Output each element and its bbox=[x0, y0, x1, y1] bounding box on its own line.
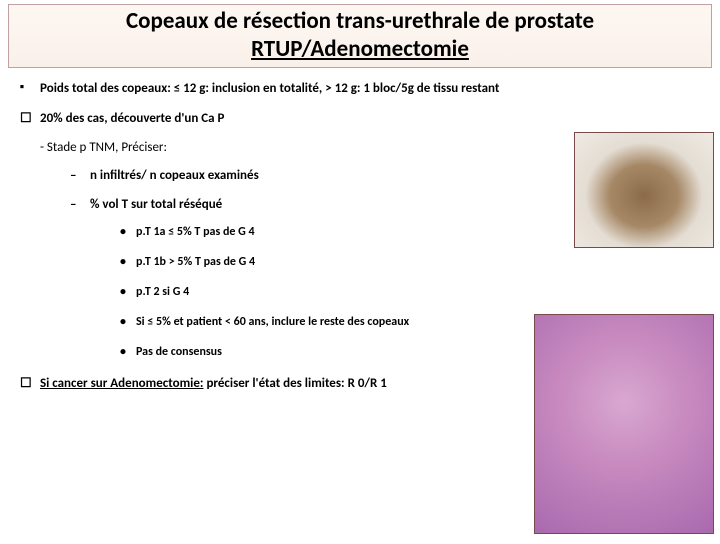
item-pt1a: p.T 1a ≤ 5% T pas de G 4 bbox=[120, 224, 552, 240]
bullet-adenomectomie-label: Si cancer sur Adenomectomie: bbox=[40, 376, 204, 391]
histology-image bbox=[534, 314, 714, 534]
bullet-weight: Poids total des copeaux: ≤ 12 g: inclusi… bbox=[18, 80, 552, 98]
bullet-adenomectomie: Si cancer sur Adenomectomie: préciser l'… bbox=[18, 375, 552, 393]
bullet-adenomectomie-rest: préciser l'état des limites: R 0/R 1 bbox=[204, 376, 387, 391]
sub-volume: % vol T sur total réséqué p.T 1a ≤ 5% T … bbox=[70, 196, 552, 360]
slide-title-box: Copeaux de résection trans-urethrale de … bbox=[8, 4, 712, 68]
bullet-list-level2: n infiltrés/ n copeaux examinés % vol T … bbox=[40, 167, 552, 361]
bullet-incidence: 20% des cas, découverte d'un Ca P bbox=[18, 110, 552, 128]
sub-infiltres: n infiltrés/ n copeaux examinés bbox=[70, 167, 552, 185]
slide-title-line2: RTUP/Adenomectomie bbox=[17, 35, 703, 63]
bullet-list-level3: p.T 1a ≤ 5% T pas de G 4 p.T 1b > 5% T p… bbox=[90, 224, 552, 361]
sub-volume-text: % vol T sur total réséqué bbox=[90, 197, 222, 212]
slide-title-line1: Copeaux de résection trans-urethrale de … bbox=[17, 7, 703, 35]
item-pt1b: p.T 1b > 5% T pas de G 4 bbox=[120, 254, 552, 270]
item-pt2: p.T 2 si G 4 bbox=[120, 284, 552, 300]
bullet-list-level1: Poids total des copeaux: ≤ 12 g: inclusi… bbox=[18, 80, 552, 392]
bullet-stage-text: - Stade p TNM, Préciser: bbox=[40, 140, 167, 155]
specimen-image bbox=[574, 132, 714, 248]
item-consensus: Pas de consensus bbox=[120, 344, 552, 360]
item-age: Si ≤ 5% et patient < 60 ans, inclure le … bbox=[120, 314, 552, 330]
bullet-stage: - Stade p TNM, Préciser: n infiltrés/ n … bbox=[18, 139, 552, 361]
slide-body: Poids total des copeaux: ≤ 12 g: inclusi… bbox=[0, 68, 570, 392]
